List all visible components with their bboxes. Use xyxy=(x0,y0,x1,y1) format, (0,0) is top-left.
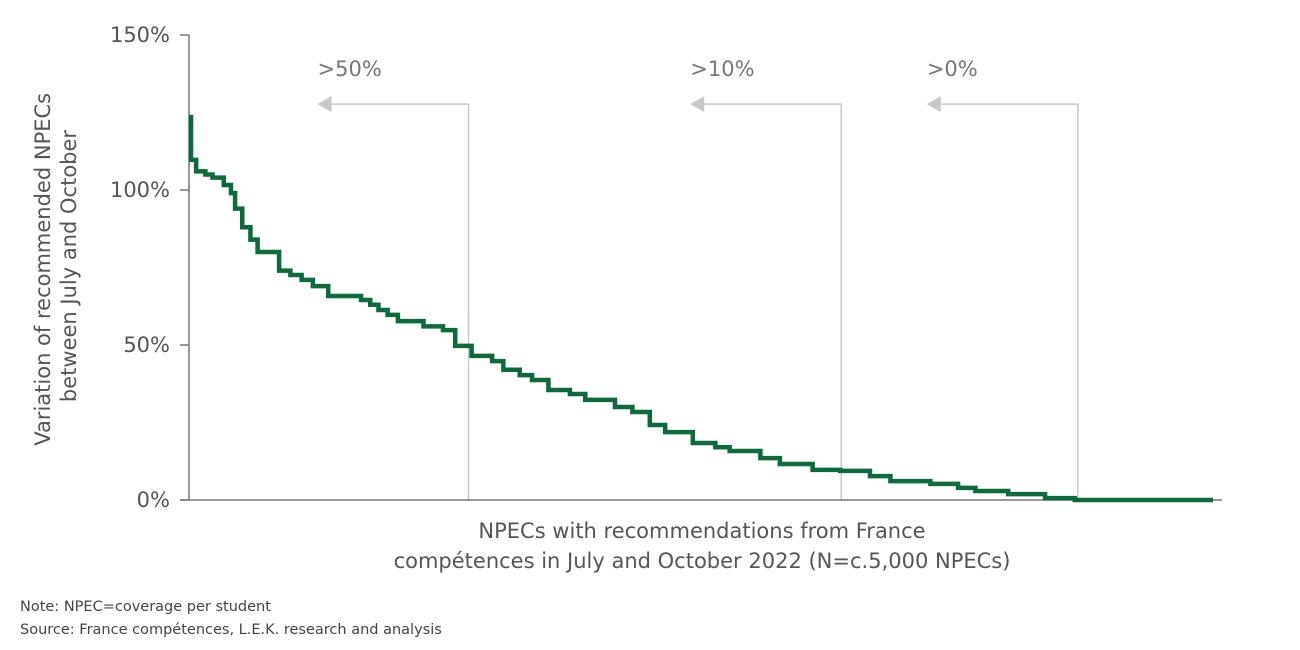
note-text: Note: NPEC=coverage per student xyxy=(20,599,271,615)
y-tick-label: 100% xyxy=(110,178,170,202)
arrow-left-icon xyxy=(690,96,705,113)
y-axis-title-line2: between July and October xyxy=(57,130,81,403)
threshold-label: >10% xyxy=(690,57,754,81)
x-axis-title-line2: compétences in July and October 2022 (N=… xyxy=(394,549,1011,573)
y-tick-label: 0% xyxy=(137,488,170,512)
threshold-line xyxy=(329,103,470,500)
y-axis-title: Variation of recommended NPECs between J… xyxy=(31,86,81,446)
y-tick-label: 150% xyxy=(110,23,170,47)
series-line xyxy=(188,114,1213,503)
threshold-line xyxy=(938,103,1079,500)
threshold-label: >50% xyxy=(318,57,382,81)
x-axis-title-line1: NPECs with recommendations from France xyxy=(478,519,925,543)
threshold-label: >0% xyxy=(927,57,978,81)
arrow-left-icon xyxy=(317,96,332,113)
arrow-left-icon xyxy=(926,96,941,113)
y-axis-title-line1: Variation of recommended NPECs xyxy=(31,93,55,446)
threshold-line xyxy=(702,103,843,500)
source-text: Source: France compétences, L.E.K. resea… xyxy=(20,622,442,638)
y-tick-label: 50% xyxy=(123,333,170,357)
